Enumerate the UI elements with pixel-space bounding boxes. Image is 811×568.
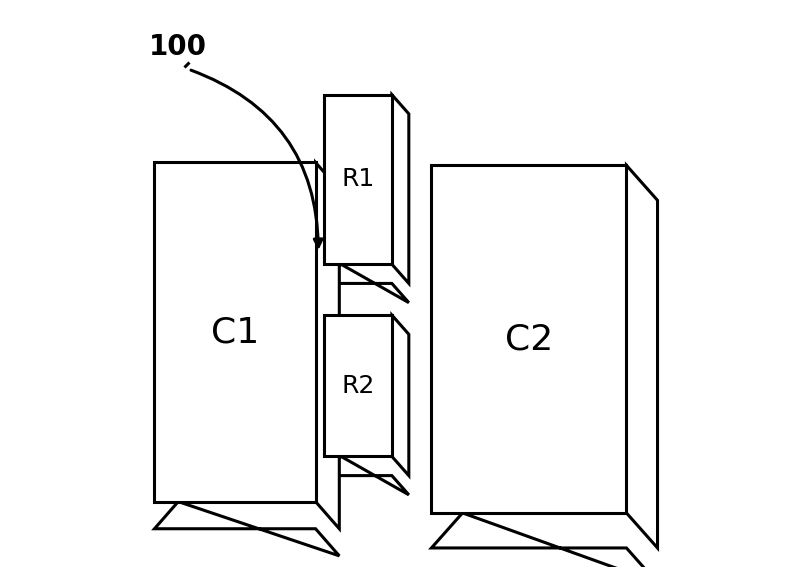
Polygon shape — [392, 315, 408, 475]
Polygon shape — [315, 162, 339, 529]
Text: C2: C2 — [504, 322, 552, 356]
Polygon shape — [392, 95, 408, 283]
Text: R1: R1 — [341, 168, 374, 191]
Polygon shape — [431, 165, 625, 513]
Text: C1: C1 — [211, 315, 259, 349]
Polygon shape — [625, 165, 657, 548]
Polygon shape — [324, 315, 392, 457]
Polygon shape — [154, 162, 315, 502]
Polygon shape — [154, 502, 339, 556]
Polygon shape — [324, 95, 392, 264]
Text: 100: 100 — [148, 33, 207, 61]
Polygon shape — [431, 513, 657, 568]
Polygon shape — [324, 264, 408, 303]
Text: R2: R2 — [341, 374, 374, 398]
Polygon shape — [324, 457, 408, 495]
